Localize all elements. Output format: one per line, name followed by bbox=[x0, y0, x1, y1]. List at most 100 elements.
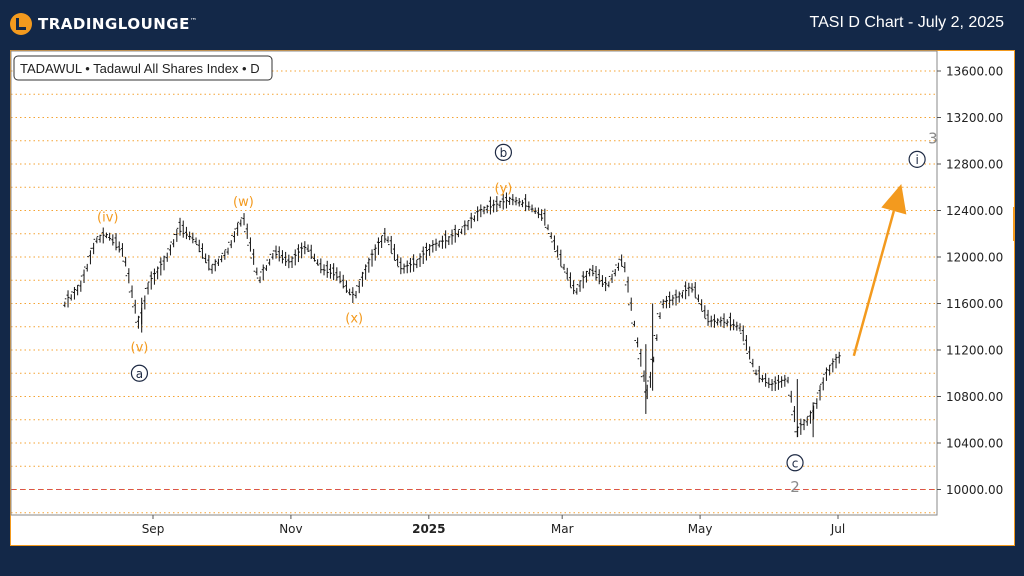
price-bar bbox=[639, 348, 643, 378]
price-bar bbox=[293, 249, 297, 266]
price-bar bbox=[76, 284, 80, 296]
wave-label-i: i bbox=[908, 150, 926, 168]
price-bar bbox=[504, 192, 508, 209]
price-bar bbox=[287, 254, 291, 269]
wave-label-text: c bbox=[792, 456, 799, 470]
chart-title: TASI D Chart - July 2, 2025 bbox=[809, 14, 1004, 31]
price-bar bbox=[431, 240, 435, 253]
price-bar bbox=[607, 275, 611, 288]
price-bar bbox=[396, 254, 400, 268]
x-tick-label: Jul bbox=[830, 522, 845, 536]
price-bar bbox=[687, 282, 691, 297]
y-tick-label: 12800.00 bbox=[946, 158, 1003, 172]
price-bar bbox=[674, 289, 678, 306]
wave-label-circle bbox=[786, 454, 804, 472]
wave-label-circle bbox=[130, 364, 149, 382]
price-bar bbox=[485, 204, 489, 214]
price-bar bbox=[808, 410, 812, 424]
price-bar bbox=[92, 238, 96, 255]
price-bar bbox=[463, 220, 467, 236]
price-bar bbox=[447, 236, 451, 246]
price-bar bbox=[805, 415, 809, 426]
price-bar bbox=[354, 285, 358, 299]
price-bar bbox=[536, 207, 540, 219]
y-tick-label: 10800.00 bbox=[946, 390, 1003, 404]
price-bar bbox=[744, 335, 748, 354]
price-bar bbox=[405, 260, 409, 274]
price-bar bbox=[636, 337, 640, 360]
price-bar bbox=[360, 271, 364, 287]
price-bar bbox=[690, 283, 694, 293]
price-bar bbox=[280, 250, 284, 264]
price-bar bbox=[456, 228, 460, 238]
price-bar bbox=[517, 198, 521, 207]
price-bar bbox=[671, 294, 675, 306]
projection-line bbox=[852, 210, 896, 357]
price-bar bbox=[565, 267, 569, 281]
price-bar bbox=[386, 236, 390, 246]
price-bar bbox=[85, 256, 89, 272]
x-tick-label: Mar bbox=[551, 522, 574, 536]
price-bar bbox=[181, 220, 185, 238]
price-bar bbox=[213, 259, 217, 272]
price-bar bbox=[575, 284, 579, 295]
price-bar bbox=[143, 287, 147, 310]
price-bar bbox=[623, 262, 627, 286]
price-bar bbox=[824, 367, 828, 381]
price-bar bbox=[709, 315, 713, 328]
wave-label-(iv): (iv) bbox=[97, 210, 118, 225]
price-bar bbox=[786, 376, 790, 396]
price-bar bbox=[204, 253, 208, 264]
price-bar bbox=[290, 256, 294, 268]
price-bar bbox=[101, 227, 105, 244]
price-bar bbox=[335, 267, 339, 281]
price-bar bbox=[373, 244, 377, 261]
price-bar bbox=[501, 193, 505, 210]
wave-label-a: a bbox=[130, 364, 149, 382]
price-bar bbox=[732, 319, 736, 331]
price-bar bbox=[191, 232, 195, 244]
price-bar bbox=[604, 277, 608, 292]
price-bar bbox=[277, 246, 281, 262]
price-bar bbox=[828, 364, 832, 376]
wave-label-b: b bbox=[494, 143, 513, 161]
y-tick-label: 13200.00 bbox=[946, 111, 1003, 125]
price-bar bbox=[367, 257, 371, 273]
price-bar bbox=[527, 201, 531, 211]
price-bar bbox=[568, 272, 572, 289]
price-bar bbox=[626, 276, 630, 306]
price-bar bbox=[543, 208, 547, 228]
price-bar bbox=[780, 376, 784, 388]
price-bar bbox=[540, 209, 544, 221]
price-bar bbox=[210, 263, 214, 274]
price-bar bbox=[594, 265, 598, 281]
price-bar bbox=[258, 271, 262, 284]
price-bar bbox=[376, 237, 380, 255]
price-bar bbox=[700, 299, 704, 312]
price-bar bbox=[200, 243, 204, 259]
legend-box bbox=[13, 55, 273, 81]
logo-text: TRADINGLOUNGE™ bbox=[38, 15, 198, 33]
wave-label-text: a bbox=[136, 367, 143, 381]
price-bar bbox=[370, 249, 374, 267]
price-bar bbox=[524, 194, 528, 212]
price-bar bbox=[223, 249, 227, 260]
price-bar bbox=[319, 258, 323, 274]
price-bar bbox=[268, 253, 272, 266]
price-bar bbox=[325, 260, 329, 278]
price-bar bbox=[642, 370, 646, 393]
y-axis: 10000.00 10400.00 10800.00 11200.00 11600.00… bbox=[10, 50, 1015, 516]
price-bar bbox=[556, 245, 560, 260]
price-bar bbox=[476, 206, 480, 222]
price-bar bbox=[82, 266, 86, 284]
price-bar bbox=[165, 248, 169, 262]
y-tick-label: 11200.00 bbox=[946, 344, 1003, 358]
price-bar bbox=[130, 285, 134, 308]
price-bar bbox=[495, 196, 499, 212]
price-bar bbox=[79, 275, 83, 292]
y-tick-label: 13600.00 bbox=[946, 65, 1003, 79]
price-bar bbox=[748, 346, 752, 363]
gridlines bbox=[11, 70, 937, 514]
chart-panel bbox=[10, 50, 1015, 546]
price-bar bbox=[172, 234, 176, 248]
